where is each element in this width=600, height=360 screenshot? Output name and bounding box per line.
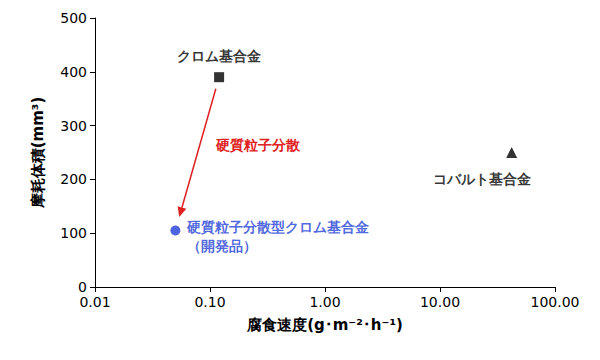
svg-text:400: 400 xyxy=(60,64,87,80)
svg-text:1.00: 1.00 xyxy=(309,294,340,310)
svg-text:200: 200 xyxy=(60,171,87,187)
svg-text:100.00: 100.00 xyxy=(531,294,580,310)
svg-text:300: 300 xyxy=(60,118,87,134)
svg-text:摩耗体積(mm³): 摩耗体積(mm³) xyxy=(29,97,47,210)
svg-text:腐食速度(g･m⁻²･h⁻¹): 腐食速度(g･m⁻²･h⁻¹) xyxy=(246,316,403,334)
svg-text:硬質粒子分散型クロム基合金: 硬質粒子分散型クロム基合金 xyxy=(186,219,370,235)
svg-text:0.10: 0.10 xyxy=(194,294,225,310)
svg-text:10.00: 10.00 xyxy=(420,294,460,310)
svg-text:（開発品）: （開発品） xyxy=(187,238,257,254)
svg-text:コバルト基合金: コバルト基合金 xyxy=(433,171,532,187)
svg-text:0: 0 xyxy=(78,279,87,295)
svg-text:100: 100 xyxy=(60,225,87,241)
svg-text:500: 500 xyxy=(60,10,87,26)
svg-text:0.01: 0.01 xyxy=(79,294,110,310)
svg-text:硬質粒子分散: 硬質粒子分散 xyxy=(215,137,301,153)
svg-text:クロム基合金: クロム基合金 xyxy=(177,48,262,64)
